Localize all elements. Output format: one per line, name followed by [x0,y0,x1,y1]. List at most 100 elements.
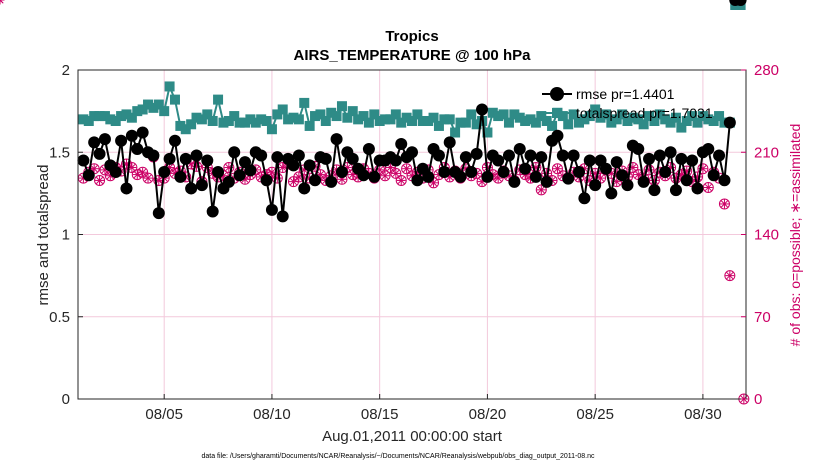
totalspread-point [509,109,520,120]
rmse-point [368,170,381,183]
totalspread-point [503,117,514,128]
obs-possible-point [718,198,730,210]
totalspread-point [277,104,288,115]
x-tick-label: 08/20 [469,406,507,423]
obs-assimilated-point [725,271,735,281]
totalspread-point [110,115,121,126]
obs-possible-point [401,163,413,175]
totalspread-point [137,104,148,115]
x-tick-label: 08/30 [684,406,722,423]
legend-spread-label: totalspread pr=1.7031 [576,105,713,121]
obs-possible-point [142,172,154,184]
totalspread-point [568,109,579,120]
totalspread-point [649,115,660,126]
y-tick-label: 1.5 [49,144,70,161]
legend-rmse-marker [550,87,564,101]
totalspread-point [250,117,261,128]
rmse-point [502,149,515,162]
totalspread-point [466,109,477,120]
legend: rmse pr=1.4401 totalspread pr=1.7031 [542,86,713,121]
totalspread-point [450,127,461,138]
totalspread-point [633,114,644,125]
rmse-point [723,116,736,129]
y2-tick-label: 280 [754,62,779,79]
rmse-point [524,149,537,162]
rmse-point [551,129,564,142]
rmse-point [109,165,122,178]
rmse-point [713,149,726,162]
rmse-point [653,149,666,162]
rmse-point [115,134,128,147]
x-tick-label: 08/10 [253,406,291,423]
totalspread-point [132,106,143,117]
totalspread-point [240,117,250,128]
totalspread-point [574,117,584,128]
rmse-point [578,192,591,205]
rmse-point [120,182,133,195]
rmse-point [303,159,316,172]
totalspread-point [692,117,703,128]
rmse-point [147,149,160,162]
axis-ticks: 0 0.5 1 1.5 2 0 70 140 210 280 08/05 08/10 08/15 08/2… [49,62,779,423]
legend-spread-marker [552,108,562,118]
y2-tick-label: 70 [754,309,771,326]
rmse-point [325,175,338,188]
rmse-point [664,146,677,159]
rmse-point [163,152,176,165]
totalspread-point [374,115,385,126]
totalspread-point [256,114,267,125]
rmse-point [562,172,575,185]
totalspread-point [644,111,655,122]
totalspread-point [417,115,428,126]
totalspread-point [363,117,374,128]
rmse-point [98,133,111,146]
legend-rmse-label: rmse pr=1.4401 [576,86,675,102]
obs-possible-point [551,163,563,175]
x-tick-label: 08/25 [576,406,614,423]
totalspread-point [126,112,137,123]
rmse-point [605,187,618,200]
totalspread-point [530,117,541,128]
totalspread-point [99,111,110,122]
totalspread-point [288,112,299,123]
rmse-point [508,175,521,188]
totalspread-point [455,117,466,128]
totalspread-point [407,115,417,126]
obs-assimilated-point [402,164,412,174]
totalspread-point [326,107,337,118]
totalspread-point [347,106,358,117]
rmse-point [309,174,322,187]
obs-assimilated-point [552,164,562,174]
totalspread-point [331,111,342,122]
rmse-point [454,170,467,183]
totalspread-point [697,111,708,122]
obs-assimilated-point [536,185,546,195]
totalspread-point [380,114,391,125]
rmse-point [292,149,305,162]
rmse-point [233,169,246,182]
rmse-point [287,159,300,172]
totalspread-point [293,114,304,125]
rmse-point [610,156,623,169]
rmse-point [82,169,95,182]
rmse-point [222,175,235,188]
rmse-point [212,165,225,178]
rmse-point [330,133,343,146]
obs-possible-point [223,162,235,174]
obs-possible-point [643,164,655,176]
rmse-point [573,165,585,178]
rmse-point [88,136,101,149]
totalspread-point [353,114,364,125]
rmse-point [632,142,645,155]
rmse-series [77,0,747,223]
totalspread-point [487,107,498,118]
totalspread-point [283,114,294,125]
rmse-point [691,182,704,195]
totalspread-point [315,109,326,120]
rmse-point [702,142,715,155]
obs-possible-point [390,167,402,179]
rmse-point [255,149,268,162]
totalspread-point [541,115,552,126]
obs-assimilated-point [391,168,401,178]
